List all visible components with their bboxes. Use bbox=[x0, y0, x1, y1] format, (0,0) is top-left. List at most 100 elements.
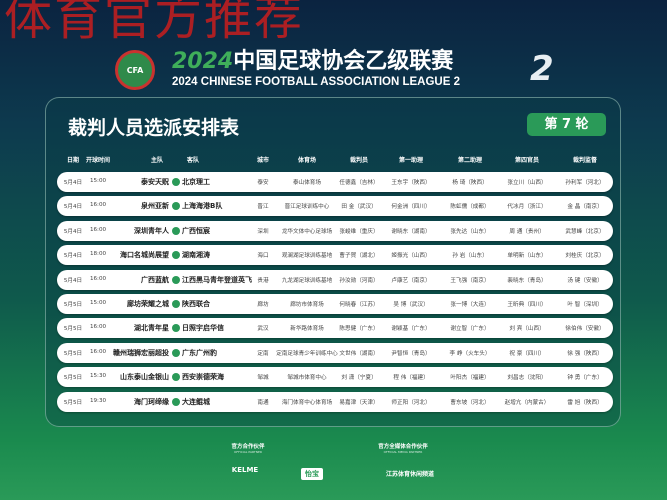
date: 5月4日 bbox=[63, 253, 83, 260]
date: 5月5日 bbox=[63, 399, 83, 406]
assistant-2: 陈虹儒（成都） bbox=[450, 204, 490, 211]
assistant-2: 张一博（大连） bbox=[450, 302, 490, 308]
kickoff-time: 15:30 bbox=[89, 373, 107, 380]
column-header: 第四官员 bbox=[514, 157, 540, 164]
date: 5月5日 bbox=[63, 302, 83, 308]
fourth-official: 刘昌志（沈阳） bbox=[507, 375, 547, 382]
kickoff-time: 19:30 bbox=[89, 397, 107, 404]
away-team: 日照宇启华信 bbox=[182, 324, 224, 333]
fourth-official: 代冰月（浙江） bbox=[507, 204, 547, 211]
assistant-1: 师正阳（河北） bbox=[391, 399, 431, 406]
away-team: 江西黑马青年登道英飞 bbox=[182, 275, 252, 284]
home-team: 广西蓝航 bbox=[141, 275, 169, 284]
fourth-official: 张立川（山西） bbox=[507, 180, 547, 186]
assistant-1: 姬振光（山西） bbox=[391, 253, 431, 260]
venue: 九龙湖足球训练基地 bbox=[281, 277, 333, 284]
venue: 邹城市体育中心 bbox=[287, 375, 327, 382]
assistant-1: 谢晓东（湖南） bbox=[391, 228, 431, 235]
date: 5月5日 bbox=[63, 326, 83, 333]
table-header: 日期 开球时间 主队 客队 城市 体育场 裁判员 第一助理 第二助理 第四官员 裁判监督 bbox=[57, 155, 613, 167]
cfa-logo: CFA bbox=[115, 50, 155, 90]
fourth-official: 祝 豪（四川） bbox=[509, 350, 545, 357]
assistant-2: 谢立智（广东） bbox=[450, 326, 490, 333]
home-team: 深圳青年人 bbox=[134, 226, 169, 235]
fourth-official: 单明新（山东） bbox=[507, 253, 547, 260]
table-row: 5月4日 16:00 深圳青年人 广西恒宸 深圳 龙华文体中心足球场 张峻维（重庆） 谢晓东（… bbox=[57, 220, 613, 241]
referee: 田 金（武汉） bbox=[341, 204, 377, 211]
venue: 泰山体育场 bbox=[293, 180, 321, 186]
kickoff-time: 16:00 bbox=[89, 324, 107, 331]
vs-icon bbox=[172, 226, 180, 235]
league-title-cn: 2024中国足球协会乙级联赛 bbox=[172, 50, 453, 74]
vs-icon bbox=[172, 300, 180, 308]
vs-icon bbox=[172, 397, 180, 406]
assistant-2: 杨 琦（陕西） bbox=[452, 180, 488, 186]
sponsor-kelme-logo: KELME bbox=[231, 466, 259, 474]
home-team: 海口名城尚展望 bbox=[120, 251, 169, 260]
referee: 张峻维（重庆） bbox=[339, 228, 379, 235]
venue: 新华路体育场 bbox=[290, 326, 324, 333]
city: 贵港 bbox=[257, 277, 269, 284]
table-row: 5月4日 18:00 海口名城尚展望 湖南湘涛 海口 观澜湖足球训练基地 曹子賀（湖北） 姬振… bbox=[57, 245, 613, 266]
referee: 易嘉津（天津） bbox=[339, 399, 379, 406]
referee: 孙汝勋（河南） bbox=[339, 277, 379, 284]
assistant-1: 卢康艺（南京） bbox=[391, 277, 431, 284]
venue: 龙华文体中心足球场 bbox=[281, 228, 333, 235]
fourth-official: 周 通（贵州） bbox=[509, 228, 545, 235]
kickoff-time: 16:00 bbox=[89, 348, 107, 355]
away-team: 湖南湘涛 bbox=[182, 251, 210, 260]
vs-icon bbox=[172, 202, 180, 211]
away-team: 广西恒宸 bbox=[182, 226, 210, 235]
column-header: 裁判员 bbox=[349, 157, 369, 164]
sponsor-yibao-logo: 怡宝 bbox=[301, 468, 323, 480]
home-team: 山东泰山金银山 bbox=[120, 373, 169, 382]
card-title: 裁判人员选派安排表 bbox=[68, 117, 240, 139]
column-header: 裁判监督 bbox=[572, 157, 598, 164]
assistant-1: 何金洲（四川） bbox=[391, 204, 431, 211]
home-team: 泉州亚新 bbox=[141, 202, 169, 211]
assistant-2: 王飞强（南京） bbox=[450, 277, 490, 284]
vs-icon bbox=[172, 324, 180, 333]
home-team: 海门珂缔缘 bbox=[134, 397, 169, 406]
league2-logo-icon: 2 bbox=[530, 49, 554, 89]
assistant-1: 程 伟（福建） bbox=[393, 375, 429, 382]
column-header: 日期 bbox=[66, 157, 80, 164]
city: 廊坊 bbox=[257, 302, 269, 308]
table-row: 5月5日 16:00 赣州瑞狮宏丽超投 广东广州豹 定南 定南足球青少年训练中心 文世伟（湖… bbox=[57, 342, 613, 363]
referee-supervisor: 武慧峰（北京） bbox=[565, 228, 605, 235]
assistant-1: 谢颖基（广东） bbox=[391, 326, 431, 333]
away-team: 西安崇德荣海 bbox=[182, 373, 224, 382]
column-header: 第二助理 bbox=[457, 157, 483, 164]
table-row: 5月4日 15:00 泰安天贶 北京理工 泰安 泰山体育场 任德鑫（吉林） 王东宇（陕西） 杨 … bbox=[57, 172, 613, 192]
venue: 观澜湖足球训练基地 bbox=[281, 253, 333, 260]
official-partner-label: 官方合作伙伴 OFFICIAL PARTNER bbox=[231, 444, 265, 454]
vs-icon bbox=[172, 251, 180, 260]
venue: 海门体育中心体育场 bbox=[281, 399, 333, 406]
home-team: 泰安天贶 bbox=[141, 178, 169, 186]
table-row: 5月4日 16:00 广西蓝航 江西黑马青年登道英飞 贵港 九龙湖足球训练基地 孙汝勋（河南… bbox=[57, 269, 613, 290]
referee-supervisor: 金 晶（南京） bbox=[567, 204, 603, 211]
kickoff-time: 15:00 bbox=[89, 300, 107, 306]
referee: 陈思健（广东） bbox=[339, 326, 379, 333]
date: 5月4日 bbox=[63, 277, 83, 284]
assistant-2: 孙 岩（山东） bbox=[452, 253, 488, 260]
assistant-2: 张先达（山东） bbox=[450, 228, 490, 235]
date: 5月4日 bbox=[63, 180, 83, 186]
date: 5月4日 bbox=[63, 204, 83, 211]
table-row: 5月5日 16:00 湖北青年星 日照宇启华信 武汉 新华路体育场 陈思健（广东） 谢颖基（广… bbox=[57, 318, 613, 339]
year: 2024 bbox=[172, 49, 234, 74]
assistant-1: 尹智恒（青岛） bbox=[391, 350, 431, 357]
table-row: 5月5日 15:30 山东泰山金银山 西安崇德荣海 邹城 邹城市体育中心 刘 潇（宁夏） 程 … bbox=[57, 367, 613, 388]
referee-supervisor: 汤 键（安徽） bbox=[567, 277, 603, 284]
assistant-1: 王东宇（陕西） bbox=[391, 180, 431, 186]
column-header: 体育场 bbox=[297, 157, 317, 164]
away-team: 广东广州豹 bbox=[182, 348, 217, 357]
referee: 任德鑫（吉林） bbox=[339, 180, 379, 186]
table-row: 5月4日 16:00 泉州亚新 上海海港B队 晋江 晋江足球训练中心 田 金（武汉） 何金洲（… bbox=[57, 196, 613, 217]
fourth-official: 裴晓东（青岛） bbox=[507, 277, 547, 284]
away-team: 上海海港B队 bbox=[182, 202, 223, 211]
table-row: 5月5日 19:30 海门珂缔缘 大连鲲城 南通 海门体育中心体育场 易嘉津（天津） 师正阳（… bbox=[57, 391, 613, 412]
city: 泰安 bbox=[257, 180, 269, 186]
vs-icon bbox=[172, 373, 180, 382]
column-header: 客队 bbox=[186, 157, 200, 164]
